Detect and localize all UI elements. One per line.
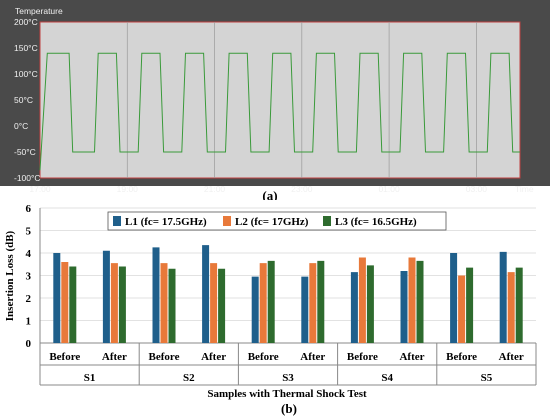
insertion-loss-tick-label: 6 [26, 203, 32, 215]
sample-group-label: S1 [84, 372, 96, 384]
insertion-loss-bar [358, 257, 366, 343]
insertion-loss-bar [450, 253, 458, 343]
legend-entry: L3 (fc= 16.5GHz) [335, 216, 417, 228]
insertion-loss-bar [416, 260, 424, 343]
condition-label: Before [49, 351, 80, 363]
condition-label: Before [149, 351, 180, 363]
insertion-loss-bar [218, 268, 226, 343]
legend-box [107, 211, 447, 231]
insertion-loss-tick-label: 1 [26, 316, 32, 328]
insertion-loss-bar [317, 260, 325, 343]
temperature-series-line [39, 52, 520, 171]
temperature-tick-label: 150°C [14, 43, 38, 53]
insertion-loss-bar [210, 263, 218, 343]
insertion-loss-tick-label: 4 [26, 248, 32, 260]
insertion-loss-tick-label: 2 [26, 293, 32, 305]
insertion-loss-y-axis-label: Insertion Loss (dB) [4, 230, 16, 321]
condition-label: Before [446, 351, 477, 363]
insertion-loss-bar [408, 257, 416, 343]
insertion-loss-bar [110, 263, 118, 343]
condition-label: Before [347, 351, 378, 363]
sample-group-label: S2 [183, 372, 195, 384]
insertion-loss-bar [499, 251, 507, 343]
temperature-tick-label: 50°C [14, 95, 33, 105]
insertion-loss-bar [152, 247, 160, 343]
sample-group-labels: S1 S2 S3 S4 S5 [39, 343, 537, 386]
sample-group-label: S4 [381, 372, 393, 384]
temperature-chart: Temperature Time 200°C 150°C 100°C 50°C 0°C -… [0, 0, 550, 200]
condition-label: Before [248, 351, 279, 363]
sample-group-label: S5 [481, 372, 493, 384]
insertion-loss-bar [301, 276, 309, 343]
insertion-loss-bar [350, 272, 358, 343]
insertion-loss-legend: L1 (fc= 17.5GHz) L2 (fc= 17GHz) L3 (fc= 16… [107, 211, 447, 231]
temperature-axis-label: Temperature [15, 6, 63, 16]
panel-a-caption: (a) [262, 188, 277, 200]
insertion-loss-y-ticks: 0 1 2 3 4 5 6 [26, 203, 32, 350]
condition-label: After [399, 351, 424, 363]
insertion-loss-bar [259, 263, 267, 343]
time-tick-label: 21:00 [204, 184, 226, 194]
insertion-loss-bar [400, 271, 408, 343]
insertion-loss-bar [366, 265, 374, 343]
sample-group-label: S3 [282, 372, 294, 384]
legend-swatch [223, 216, 231, 226]
condition-label: After [201, 351, 226, 363]
insertion-loss-x-axis-label: Samples with Thermal Shock Test [207, 388, 367, 400]
condition-label: After [499, 351, 524, 363]
panel-b-caption: (b) [281, 401, 297, 416]
insertion-loss-bar [202, 245, 210, 343]
time-x-ticks: 17:00 19:00 21:00 23:00 01:00 03:00 [29, 184, 487, 194]
legend-swatch [323, 216, 331, 226]
temperature-plot-area [39, 21, 521, 179]
insertion-loss-bar [251, 276, 259, 343]
legend-entry: L1 (fc= 17.5GHz) [125, 216, 207, 228]
time-axis-label: Time [515, 184, 534, 194]
time-tick-label: 19:00 [117, 184, 139, 194]
insertion-loss-bar [53, 253, 61, 343]
insertion-loss-tick-label: 5 [26, 226, 32, 238]
temperature-tick-label: -100°C [14, 173, 41, 183]
insertion-loss-bar [61, 262, 69, 343]
insertion-loss-bar [515, 267, 523, 343]
insertion-loss-bar [309, 263, 317, 343]
condition-label: After [300, 351, 325, 363]
insertion-loss-bar [102, 250, 110, 343]
insertion-loss-bar [507, 272, 515, 343]
condition-label: After [102, 351, 127, 363]
legend-entry: L2 (fc= 17GHz) [235, 216, 309, 228]
time-tick-label: 01:00 [378, 184, 400, 194]
insertion-loss-bars [53, 245, 523, 343]
temperature-tick-label: 200°C [14, 17, 38, 27]
insertion-loss-tick-label: 3 [26, 271, 32, 283]
temperature-tick-label: 0°C [14, 121, 28, 131]
insertion-loss-tick-label: 0 [26, 338, 32, 350]
time-tick-label: 23:00 [291, 184, 313, 194]
insertion-loss-bar [466, 267, 474, 343]
insertion-loss-chart: 0 1 2 3 4 5 6 Before After Before After Before Afte… [4, 203, 537, 416]
insertion-loss-bar [168, 268, 176, 343]
condition-labels: Before After Before After Before After Before A… [49, 351, 524, 363]
temperature-tick-label: 100°C [14, 69, 38, 79]
insertion-loss-bar [118, 266, 126, 343]
insertion-loss-bar [160, 263, 168, 343]
time-tick-label: 03:00 [466, 184, 488, 194]
legend-swatch [113, 216, 121, 226]
insertion-loss-bar [458, 275, 466, 343]
insertion-loss-bar [69, 266, 77, 343]
insertion-loss-bar [267, 260, 275, 343]
temperature-y-ticks: 200°C 150°C 100°C 50°C 0°C -50°C -100°C [14, 17, 41, 183]
temperature-tick-label: -50°C [14, 147, 36, 157]
time-tick-label: 17:00 [29, 184, 51, 194]
